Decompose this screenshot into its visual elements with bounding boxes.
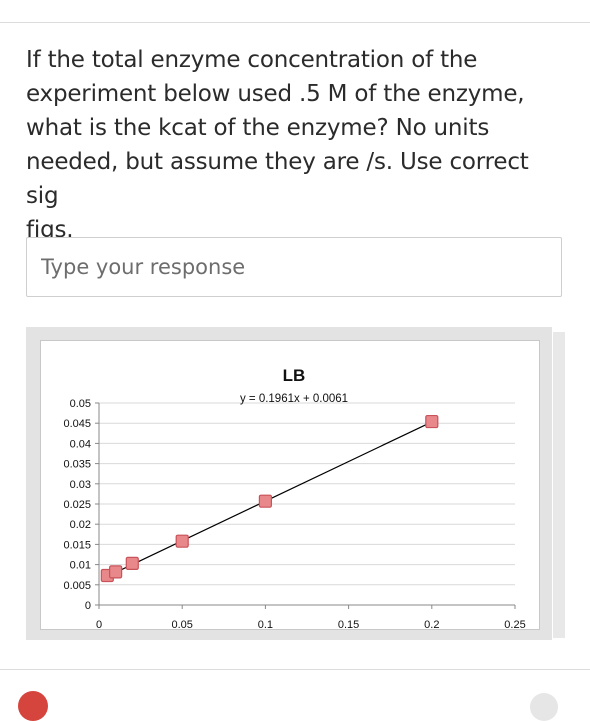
- data-point: [425, 414, 439, 429]
- chart-area: 0 0.005 0.01 0.015 0.02 0.025 0.03 0.035 0.04 0.0…: [40, 340, 540, 631]
- axes: [95, 402, 516, 609]
- question-line: needed, but assume they are /s. Use corr…: [26, 149, 529, 209]
- x-tick-label: 0.15: [338, 619, 359, 629]
- y-tick-label: 0.04: [70, 438, 91, 450]
- y-tick-label: 0.02: [70, 519, 91, 531]
- lineweaver-burk-chart: 0 0.005 0.01 0.015 0.02 0.025 0.03 0.035 0.04 0.0…: [63, 366, 526, 631]
- avatar-icon[interactable]: [18, 691, 48, 721]
- trendline-equation: y = 0.1961x + 0.0061: [240, 393, 348, 405]
- y-tick-label: 0.005: [63, 580, 91, 592]
- chart-scrollbar[interactable]: [553, 332, 565, 638]
- data-point: [109, 565, 123, 579]
- response-box[interactable]: [26, 237, 562, 297]
- bottom-divider: [0, 669, 590, 670]
- x-tick-label: 0.1: [258, 619, 273, 629]
- y-tick-label: 0: [85, 600, 91, 612]
- x-tick-label: 0.05: [171, 619, 192, 629]
- x-tick-label: 0: [96, 619, 102, 629]
- action-icon[interactable]: [530, 693, 558, 721]
- data-points: [100, 414, 439, 583]
- y-tick-label: 0.05: [70, 398, 91, 410]
- x-tick-label: 0.25: [504, 619, 525, 629]
- question-line: experiment below used .5 M of the enzyme…: [26, 81, 525, 107]
- chart-image-frame: 0 0.005 0.01 0.015 0.02 0.025 0.03 0.035 0.04 0.0…: [26, 327, 552, 640]
- top-divider: [0, 22, 590, 23]
- question-text: If the total enzyme concentration of the…: [26, 43, 566, 247]
- grid-lines: [99, 402, 515, 586]
- y-tick-label: 0.045: [63, 418, 91, 430]
- data-point: [175, 534, 189, 548]
- y-tick-labels: 0 0.005 0.01 0.015 0.02 0.025 0.03 0.035 0.04 0.0…: [63, 398, 91, 612]
- y-tick-label: 0.035: [63, 459, 91, 471]
- y-tick-label: 0.015: [63, 539, 91, 551]
- response-input[interactable]: [27, 238, 561, 296]
- chart-title: LB: [283, 366, 306, 385]
- question-line: what is the kcat of the enzyme? No units: [26, 115, 490, 141]
- x-tick-labels: 0 0.05 0.1 0.15 0.2 0.25: [96, 619, 526, 631]
- data-point: [258, 494, 272, 508]
- y-tick-label: 0.025: [63, 499, 91, 511]
- y-tick-label: 0.03: [70, 479, 91, 491]
- data-point: [125, 556, 139, 570]
- question-line: If the total enzyme concentration of the: [26, 47, 478, 73]
- y-tick-label: 0.01: [70, 560, 91, 572]
- x-tick-label: 0.2: [424, 619, 439, 629]
